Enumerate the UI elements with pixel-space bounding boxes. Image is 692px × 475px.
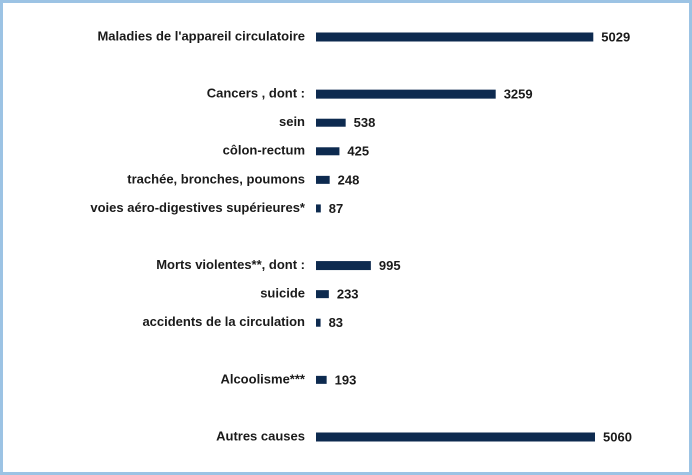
category-label: trachée, bronches, poumons <box>127 171 305 186</box>
bar <box>316 261 371 271</box>
category-label: accidents de la circulation <box>142 314 305 329</box>
category-label: Cancers , dont : <box>207 86 305 101</box>
value-label: 5060 <box>603 429 632 444</box>
category-label: Autres causes <box>216 428 305 443</box>
bar <box>316 204 321 213</box>
category-label: Maladies de l'appareil circulatoire <box>97 28 305 43</box>
bar <box>316 432 595 442</box>
value-label: 83 <box>329 315 343 330</box>
value-label: 87 <box>329 201 343 216</box>
bar <box>316 375 327 384</box>
value-label: 248 <box>338 172 360 187</box>
value-label: 995 <box>379 258 401 273</box>
bar <box>316 175 330 184</box>
category-label: suicide <box>260 286 305 301</box>
category-label: sein <box>279 114 305 129</box>
value-label: 233 <box>337 287 359 302</box>
value-label: 425 <box>347 144 369 159</box>
bar <box>316 318 321 327</box>
bar <box>316 32 594 42</box>
category-label: Alcoolisme*** <box>220 371 305 386</box>
value-label: 5029 <box>601 29 630 44</box>
value-label: 3259 <box>504 87 533 102</box>
bar <box>316 147 340 156</box>
value-label: 538 <box>354 115 376 130</box>
bar <box>316 118 346 127</box>
value-label: 193 <box>335 372 357 387</box>
bar <box>316 290 329 299</box>
category-label: côlon-rectum <box>223 143 305 158</box>
bar <box>316 89 496 99</box>
category-label: Morts violentes**, dont : <box>156 257 305 272</box>
category-label: voies aéro-digestives supérieures* <box>90 200 306 215</box>
